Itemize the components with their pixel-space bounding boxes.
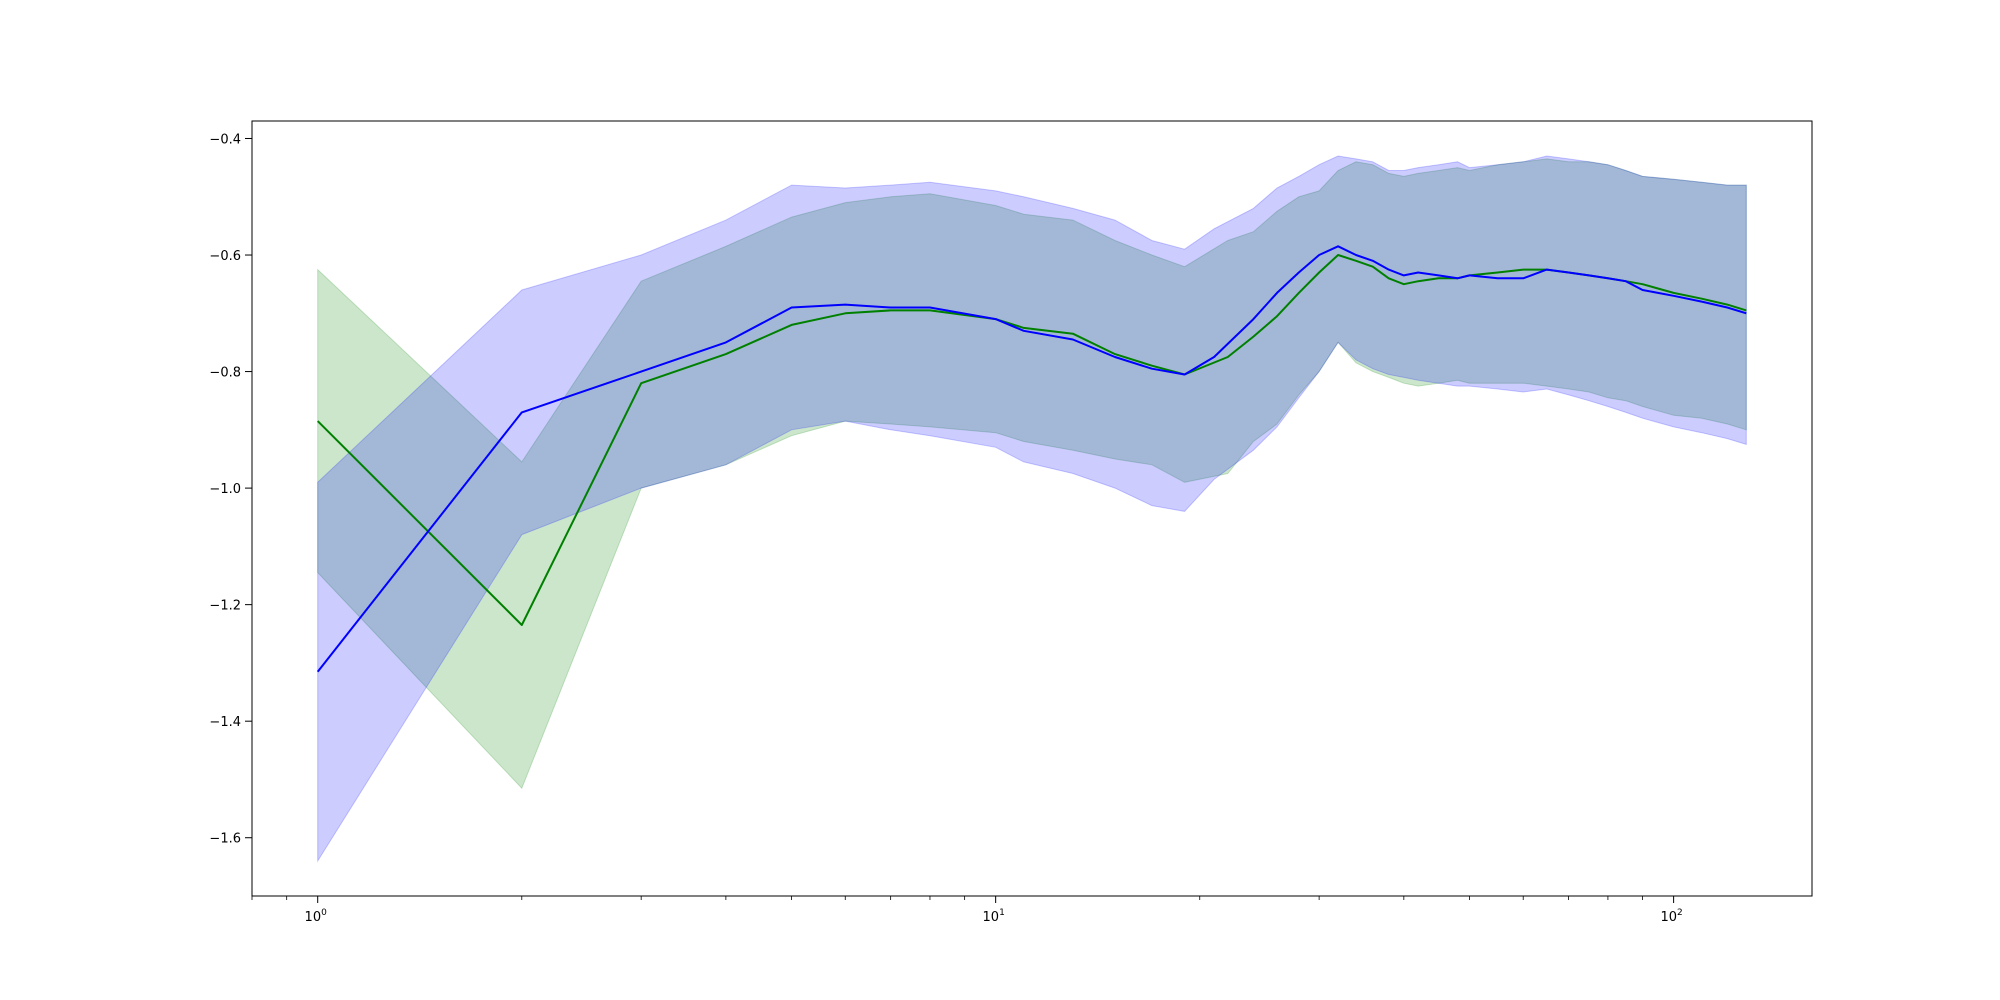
y-tick-label: −1.2 (209, 599, 241, 614)
x-axis: 100 101 102 (251, 896, 1683, 925)
lines-layer (316, 245, 1747, 673)
x-tick-label: 102 (1660, 908, 1682, 925)
plot-frame (251, 120, 1813, 897)
x-tick-label: 101 (983, 908, 1005, 925)
y-tick-label: −0.8 (209, 366, 241, 381)
y-tick-label: −0.4 (209, 132, 241, 147)
y-tick-label: −1.6 (209, 832, 241, 847)
series-1-band (317, 158, 1747, 790)
series-2-line (316, 245, 1747, 673)
y-tick-label: −1.0 (209, 482, 241, 497)
bands-layer (317, 155, 1747, 863)
series-2-band (317, 155, 1747, 863)
y-tick-label: −0.6 (209, 249, 241, 264)
y-axis: −0.4 −0.6 −0.8 −1.0 −1.2 −1.4 −1.6 (209, 132, 252, 847)
y-tick-label: −1.4 (209, 715, 241, 730)
x-tick-label: 100 (305, 908, 328, 925)
